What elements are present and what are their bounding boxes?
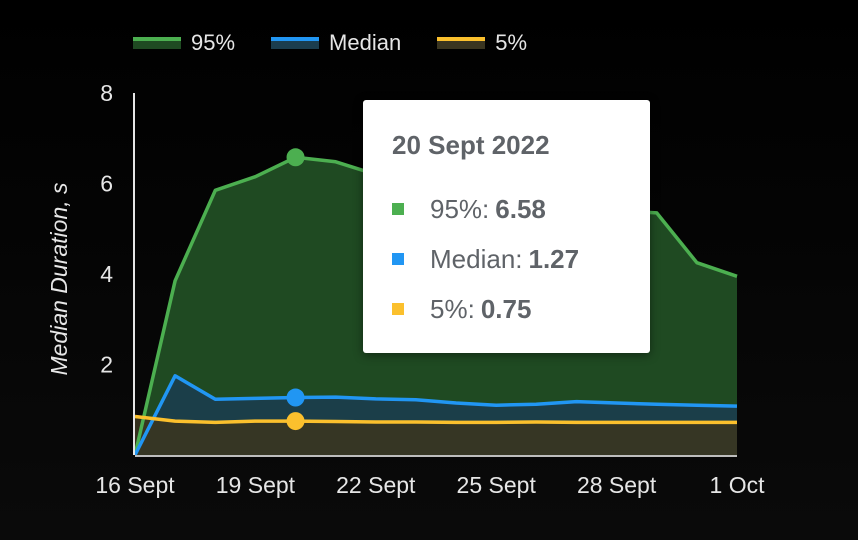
legend-label-median: Median xyxy=(329,30,402,55)
y-tick-label: 6 xyxy=(100,171,113,197)
tooltip-row-95: 95%: 6.58 xyxy=(392,184,650,234)
legend-label-95: 95% xyxy=(191,30,236,55)
y-tick-label: 4 xyxy=(100,261,113,287)
chart-tooltip: 20 Sept 2022 95%: 6.58 Median: 1.27 5%: … xyxy=(363,100,650,353)
line-median xyxy=(133,374,738,456)
tooltip-value-5: 0.75 xyxy=(480,293,532,324)
chart-legend: 95% Median 5% xyxy=(133,30,527,56)
tooltip-row-median: Median: 1.27 xyxy=(392,234,650,284)
tooltip-label-median: Median: xyxy=(430,243,523,274)
x-tick-label: 25 Sept xyxy=(457,472,537,498)
tooltip-label-5: 5%: xyxy=(430,293,475,324)
chart-axes: 2 4 6 8 16 Sept 19 Sept 22 Sept 25 Sept 28 Sept 1… xyxy=(46,80,765,498)
highlight-point-5pct[interactable] xyxy=(286,412,305,431)
y-axis-title: Median Duration, s xyxy=(46,182,72,376)
y-tick-label: 2 xyxy=(100,352,113,378)
legend-item-median[interactable]: Median xyxy=(271,30,401,56)
highlight-markers xyxy=(286,148,305,431)
highlight-point-median[interactable] xyxy=(286,388,305,407)
tooltip-title: 20 Sept 2022 xyxy=(392,130,550,160)
tooltip-swatch-median xyxy=(392,253,404,265)
x-tick-label: 28 Sept xyxy=(577,472,657,498)
highlight-point-95pct[interactable] xyxy=(286,148,305,167)
legend-item-5[interactable]: 5% xyxy=(437,30,527,56)
tooltip-label-95: 95%: xyxy=(430,193,490,224)
x-tick-label: 19 Sept xyxy=(216,472,296,498)
legend-swatch-5 xyxy=(437,37,486,49)
x-tick-label: 1 Oct xyxy=(710,472,766,498)
tooltip-value-95: 6.58 xyxy=(495,193,546,224)
area-5pct xyxy=(135,416,737,455)
x-tick-label: 16 Sept xyxy=(95,472,175,498)
tooltip-swatch-95 xyxy=(392,203,404,215)
y-tick-label: 8 xyxy=(100,80,113,106)
x-tick-label: 22 Sept xyxy=(336,472,416,498)
tooltip-row-5: 5%: 0.75 xyxy=(392,284,650,334)
tooltip-swatch-5 xyxy=(392,303,404,315)
legend-swatch-median xyxy=(271,37,320,49)
line-5pct xyxy=(134,414,737,425)
legend-item-95[interactable]: 95% xyxy=(133,30,235,56)
tooltip-value-median: 1.27 xyxy=(528,243,580,274)
legend-label-5: 5% xyxy=(495,30,527,55)
legend-swatch-95 xyxy=(133,37,181,49)
